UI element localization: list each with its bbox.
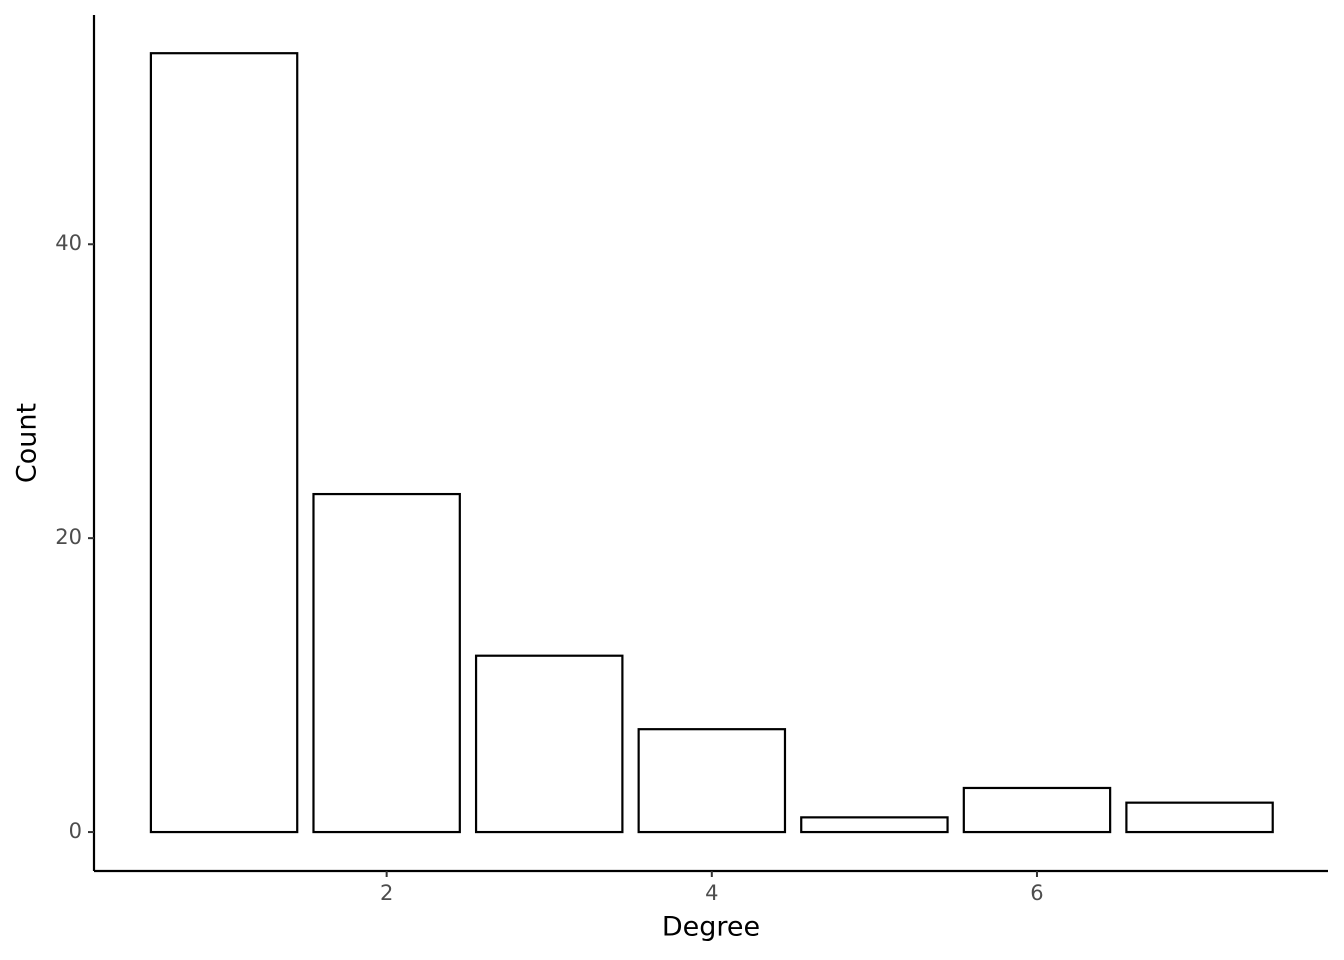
bar xyxy=(149,52,299,834)
y-axis-label: Count xyxy=(12,403,43,483)
x-tick-label: 4 xyxy=(705,881,718,905)
bar xyxy=(637,728,787,834)
bar xyxy=(1125,801,1274,834)
bar xyxy=(800,816,949,834)
x-axis-label: Degree xyxy=(662,912,760,943)
y-tick-label: 0 xyxy=(69,819,82,843)
x-tick-label: 2 xyxy=(380,881,393,905)
bar xyxy=(312,492,461,834)
bar xyxy=(474,654,624,834)
y-tick-label: 20 xyxy=(55,525,82,549)
y-tick-label: 40 xyxy=(55,231,82,255)
x-tick-label: 6 xyxy=(1030,881,1043,905)
bar xyxy=(962,786,1112,834)
